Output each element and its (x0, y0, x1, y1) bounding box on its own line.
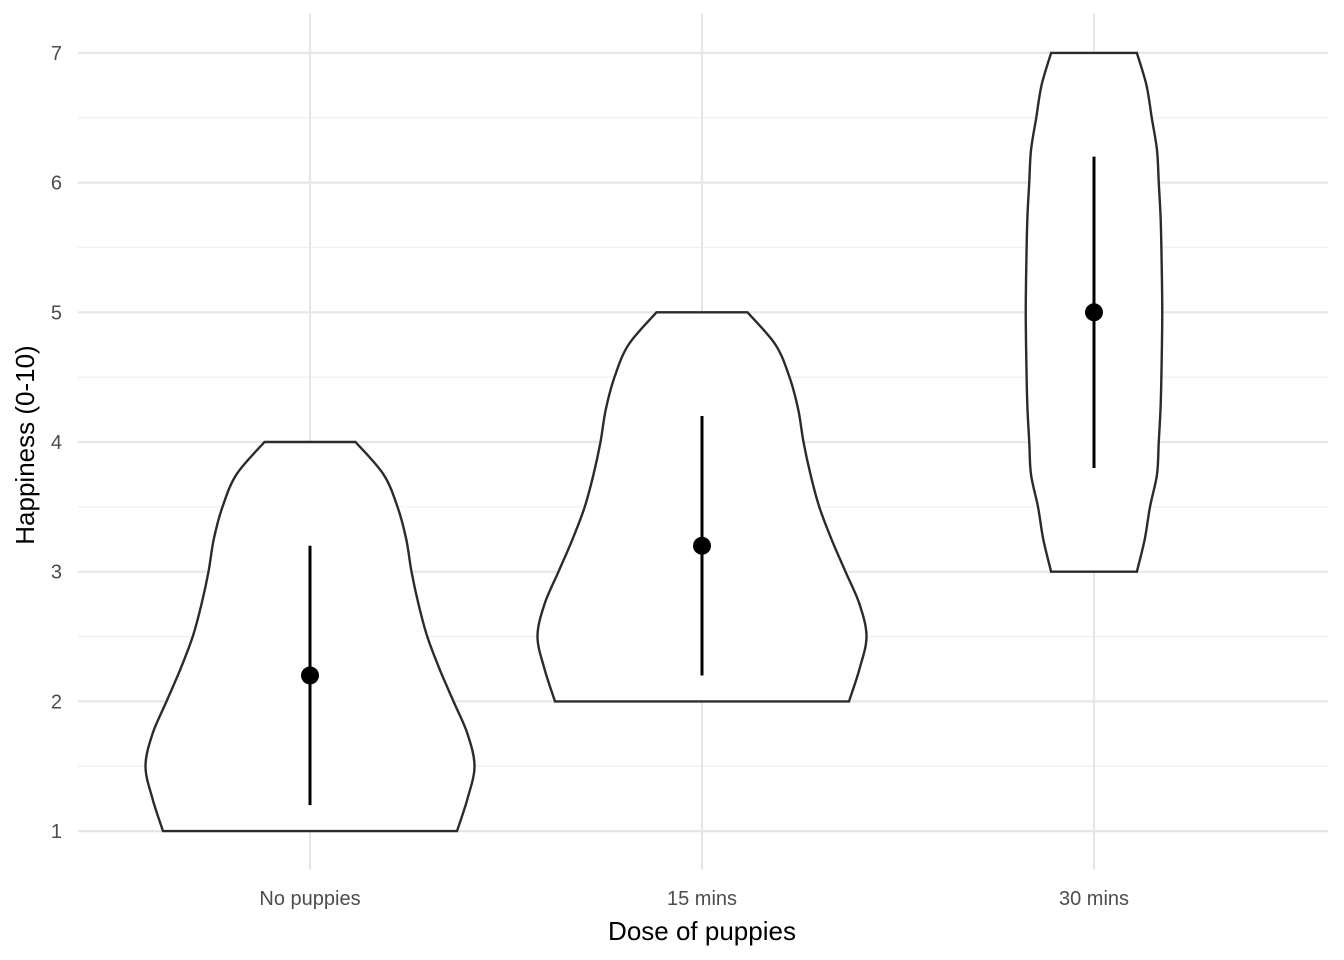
y-axis-title: Happiness (0-10) (10, 345, 40, 544)
y-tick-label: 1 (51, 821, 62, 843)
error-bars (301, 156, 1103, 806)
y-tick-label: 6 (51, 173, 62, 195)
y-tick-label: 2 (51, 691, 62, 713)
y-tick-label: 7 (51, 43, 62, 65)
mean-point (693, 536, 711, 555)
x-tick-label: 15 mins (667, 888, 737, 910)
mean-point (301, 666, 319, 685)
y-tick-label: 4 (51, 432, 62, 454)
x-tick-label: No puppies (259, 888, 360, 910)
tick-labels: 1 2 3 4 5 6 7 No puppies 15 mins 30 mins (51, 43, 1129, 910)
x-tick-label: 30 mins (1059, 888, 1129, 910)
y-tick-label: 3 (51, 562, 62, 584)
mean-point (1085, 303, 1103, 322)
x-axis-title: Dose of puppies (608, 916, 796, 946)
y-tick-label: 5 (51, 302, 62, 324)
